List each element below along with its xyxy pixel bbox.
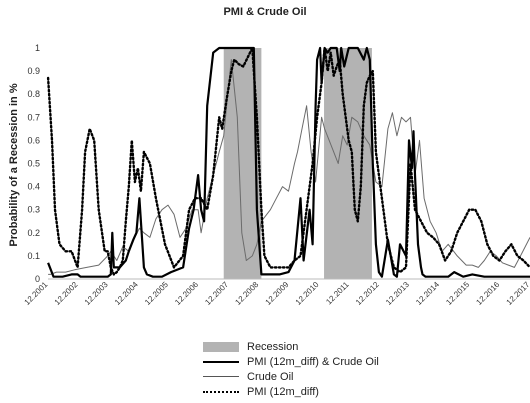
- legend-label: PMI (12m_diff) & Crude Oil: [247, 355, 379, 368]
- x-tick-label: 12.2005: [143, 280, 170, 307]
- series-line-pmi-12m-diff-crude-oil: [47, 46, 530, 278]
- x-tick-label: 12.2011: [324, 280, 351, 307]
- x-tick-label: 12.2004: [113, 280, 140, 307]
- legend-item-pmi-crude: PMI (12m_diff) & Crude Oil: [203, 354, 379, 369]
- x-tick-label: 12.2014: [414, 280, 441, 307]
- legend-swatch-pmi-crude: [203, 356, 241, 368]
- y-tick-label: 1: [35, 43, 40, 53]
- x-tick-label: 12.2009: [264, 280, 291, 307]
- y-tick-label: 0.5: [27, 159, 40, 169]
- x-tick-label: 12.2002: [53, 280, 80, 307]
- x-tick-label: 12.2006: [173, 280, 200, 307]
- series-line-pmi-12m-diff: [46, 46, 530, 276]
- legend-label: Crude Oil: [247, 370, 294, 383]
- x-tick-label: 12.2015: [444, 280, 471, 307]
- legend-label: Recession: [247, 340, 299, 353]
- x-tick-label: 12.2008: [233, 280, 260, 307]
- x-tick-label: 12.2013: [384, 280, 411, 307]
- legend-item-pmi: PMI (12m_diff): [203, 384, 379, 399]
- x-tick-label: 12.2012: [354, 280, 381, 307]
- x-tick-label: 12.2016: [474, 280, 501, 307]
- chart-title: PMI & Crude Oil: [223, 6, 307, 18]
- legend-swatch-recession: [203, 341, 241, 353]
- y-tick-label: 0: [35, 274, 40, 284]
- legend-swatch-crude: [203, 371, 241, 383]
- y-tick-label: 0.4: [27, 182, 40, 192]
- y-tick-label: 0.3: [27, 205, 40, 215]
- x-tick-label: 12.2003: [83, 280, 110, 307]
- y-tick-label: 0.6: [27, 135, 40, 145]
- y-tick-label: 0.1: [27, 251, 40, 261]
- y-tick-label: 0.7: [27, 112, 40, 122]
- y-tick-label: 0.2: [27, 228, 40, 238]
- legend-swatch-pmi: [203, 386, 241, 398]
- legend: Recession PMI (12m_diff) & Crude Oil Cru…: [203, 339, 379, 399]
- x-tick-label: 12.2017: [505, 280, 530, 307]
- legend-label: PMI (12m_diff): [247, 385, 319, 398]
- x-tick-label: 12.2007: [203, 280, 230, 307]
- series-line-crude-oil: [48, 59, 530, 275]
- legend-item-crude: Crude Oil: [203, 369, 379, 384]
- recession-band: [324, 48, 372, 279]
- x-tick-label: 12.2010: [294, 280, 321, 307]
- legend-item-recession: Recession: [203, 339, 379, 354]
- y-tick-label: 0.8: [27, 89, 40, 99]
- y-tick-label: 0.9: [27, 66, 40, 76]
